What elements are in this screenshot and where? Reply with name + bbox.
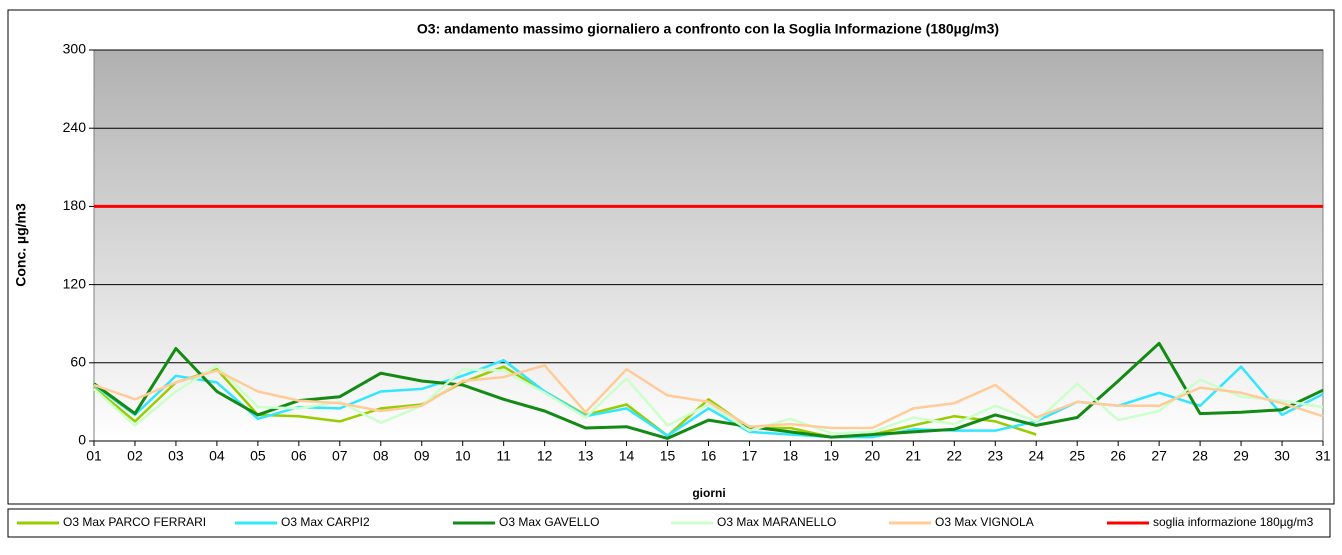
x-tick-label: 29 bbox=[1233, 448, 1249, 464]
x-axis-label: giorni bbox=[692, 486, 725, 500]
legend-label: O3 Max GAVELLO bbox=[499, 515, 599, 529]
legend-label: O3 Max MARANELLO bbox=[717, 515, 836, 529]
x-tick-label: 02 bbox=[127, 448, 143, 464]
y-tick-label: 300 bbox=[63, 41, 87, 57]
y-tick-label: 180 bbox=[63, 197, 87, 213]
y-tick-label: 240 bbox=[63, 119, 87, 135]
x-tick-label: 16 bbox=[701, 448, 717, 464]
chart-title: O3: andamento massimo giornaliero a conf… bbox=[417, 21, 999, 37]
x-tick-label: 22 bbox=[947, 448, 963, 464]
x-tick-label: 19 bbox=[824, 448, 840, 464]
x-tick-label: 10 bbox=[455, 448, 471, 464]
x-tick-label: 06 bbox=[291, 448, 307, 464]
x-tick-label: 09 bbox=[414, 448, 430, 464]
x-tick-label: 07 bbox=[332, 448, 348, 464]
x-tick-label: 25 bbox=[1069, 448, 1085, 464]
x-tick-label: 13 bbox=[578, 448, 594, 464]
plot-area bbox=[93, 49, 1324, 442]
y-tick-label: 0 bbox=[78, 432, 86, 448]
x-tick-label: 20 bbox=[865, 448, 881, 464]
x-tick-label: 23 bbox=[987, 448, 1003, 464]
x-tick-label: 24 bbox=[1028, 448, 1044, 464]
y-axis-label: Conc. µg/m3 bbox=[13, 203, 29, 287]
series-line bbox=[93, 364, 1324, 435]
x-tick-label: 14 bbox=[619, 448, 635, 464]
x-tick-label: 18 bbox=[783, 448, 799, 464]
x-tick-label: 01 bbox=[86, 448, 102, 464]
x-tick-label: 31 bbox=[1315, 448, 1331, 464]
x-tick-label: 28 bbox=[1192, 448, 1208, 464]
x-tick-label: 30 bbox=[1274, 448, 1290, 464]
legend-label: O3 Max PARCO FERRARI bbox=[63, 515, 206, 529]
x-tick-label: 17 bbox=[742, 448, 758, 464]
x-tick-label: 11 bbox=[496, 448, 511, 464]
x-tick-label: 15 bbox=[660, 448, 676, 464]
legend-label: O3 Max CARPI2 bbox=[281, 515, 370, 529]
y-tick-label: 60 bbox=[70, 354, 86, 370]
series-line bbox=[93, 364, 1324, 430]
x-tick-label: 26 bbox=[1110, 448, 1126, 464]
legend-label: O3 Max VIGNOLA bbox=[935, 515, 1034, 529]
x-tick-label: 05 bbox=[250, 448, 266, 464]
x-tick-label: 21 bbox=[906, 448, 922, 464]
legend-label: soglia informazione 180µg/m3 bbox=[1153, 515, 1314, 529]
y-tick-label: 120 bbox=[63, 275, 87, 291]
x-tick-label: 27 bbox=[1151, 448, 1167, 464]
x-tick-label: 04 bbox=[209, 448, 225, 464]
x-tick-label: 12 bbox=[537, 448, 553, 464]
x-tick-label: 03 bbox=[168, 448, 184, 464]
x-tick-label: 08 bbox=[373, 448, 389, 464]
